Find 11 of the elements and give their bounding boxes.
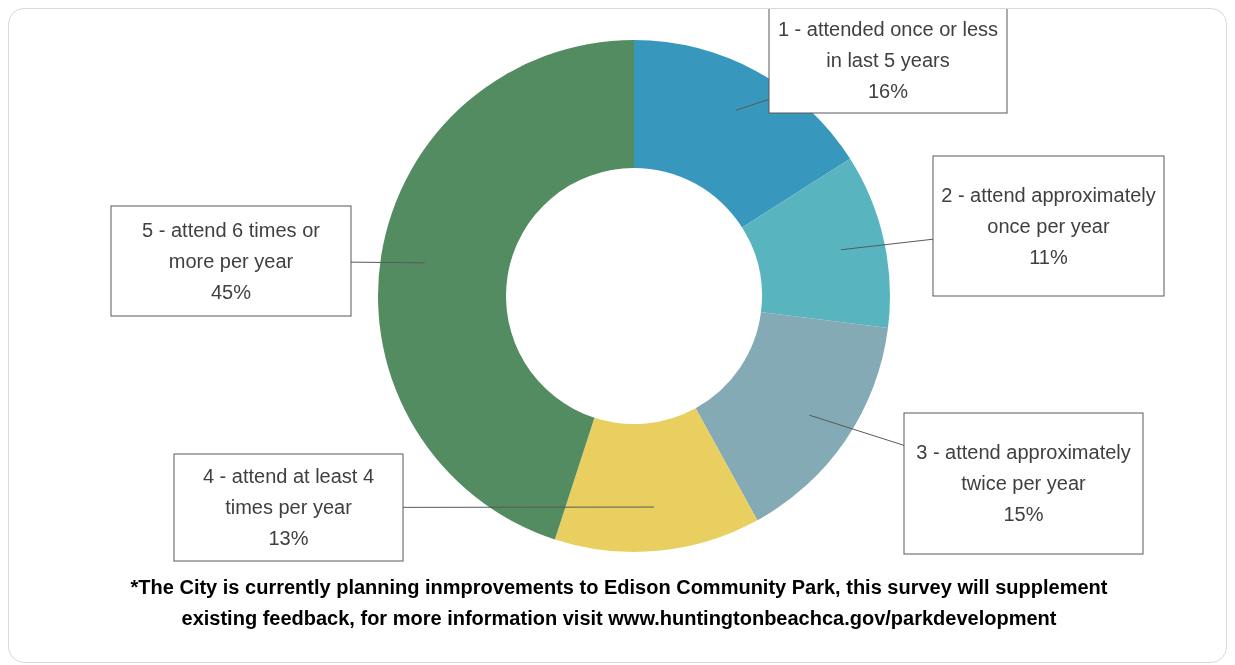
slice-label: 2 - attend approximately once per year [941, 182, 1156, 239]
data-label: 11% [1029, 244, 1068, 270]
slice-label: 3 - attend approximately twice per year [915, 440, 1132, 496]
data-label: 15% [1003, 502, 1044, 527]
slice-label: 4 - attend at least 4 times per year [201, 464, 376, 520]
data-label: 45% [210, 279, 252, 305]
text: *The City is currently planning inmprovements to Edison Community Park, this survey will supplement existing feedback, for more information visit www.huntingtonbeachca.gov/parkdevelopment [129, 575, 1109, 631]
slice-label: 5 - attend 6 times or more per year [141, 217, 321, 274]
data-label: 16% [867, 78, 909, 104]
slice-label: 1 - attended once or less in last 5 years [777, 16, 999, 73]
data-label: 13% [268, 526, 309, 551]
